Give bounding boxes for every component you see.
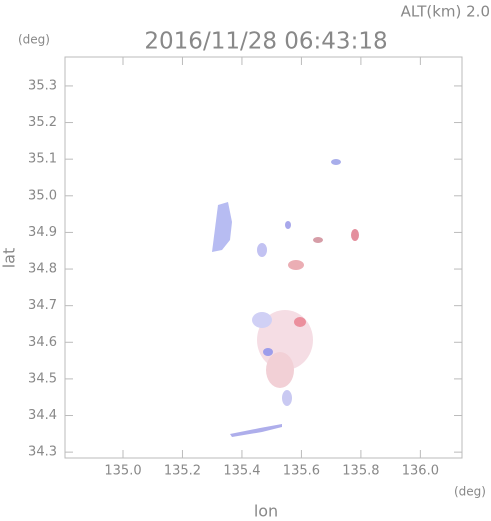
x-axis-label: lon [254, 502, 278, 521]
echo [288, 260, 304, 270]
echo [266, 352, 294, 388]
y-tick-label: 34.6 [28, 335, 57, 350]
y-tick-label: 35.0 [28, 188, 57, 203]
echo [212, 202, 232, 252]
x-tick-label: 135.4 [223, 464, 260, 479]
echo [313, 237, 323, 243]
echo [331, 159, 341, 165]
y-tick-label: 34.4 [28, 408, 57, 423]
echo [230, 424, 282, 437]
x-tick-label: 135.8 [342, 464, 379, 479]
y-tick-label: 35.3 [28, 78, 57, 93]
echo [351, 229, 359, 241]
x-unit: (deg) [454, 485, 486, 499]
echo [257, 243, 267, 257]
x-tick-label: 135.2 [164, 464, 201, 479]
echo [282, 390, 292, 406]
echo [263, 348, 273, 356]
echo [294, 317, 306, 327]
y-tick-label: 34.5 [28, 371, 57, 386]
radar-echoes [212, 159, 359, 437]
altitude-label: ALT(km) 2.0 [401, 3, 490, 21]
echo [285, 221, 291, 229]
y-tick-label: 34.9 [28, 225, 57, 240]
x-tick-label: 136.0 [402, 464, 439, 479]
y-axis-label: lat [0, 248, 19, 269]
y-tick-label: 34.7 [28, 298, 57, 313]
y-tick-label: 35.2 [28, 115, 57, 130]
y-tick-label: 34.8 [28, 262, 57, 277]
x-tick-label: 135.0 [104, 464, 141, 479]
echo [252, 312, 272, 328]
y-unit: (deg) [18, 33, 50, 47]
x-tick-label: 135.6 [283, 464, 320, 479]
plot-frame [64, 56, 463, 459]
y-tick-label: 35.1 [28, 152, 57, 167]
chart-title: 2016/11/28 06:43:18 [144, 29, 387, 55]
y-tick-label: 34.3 [28, 445, 57, 460]
